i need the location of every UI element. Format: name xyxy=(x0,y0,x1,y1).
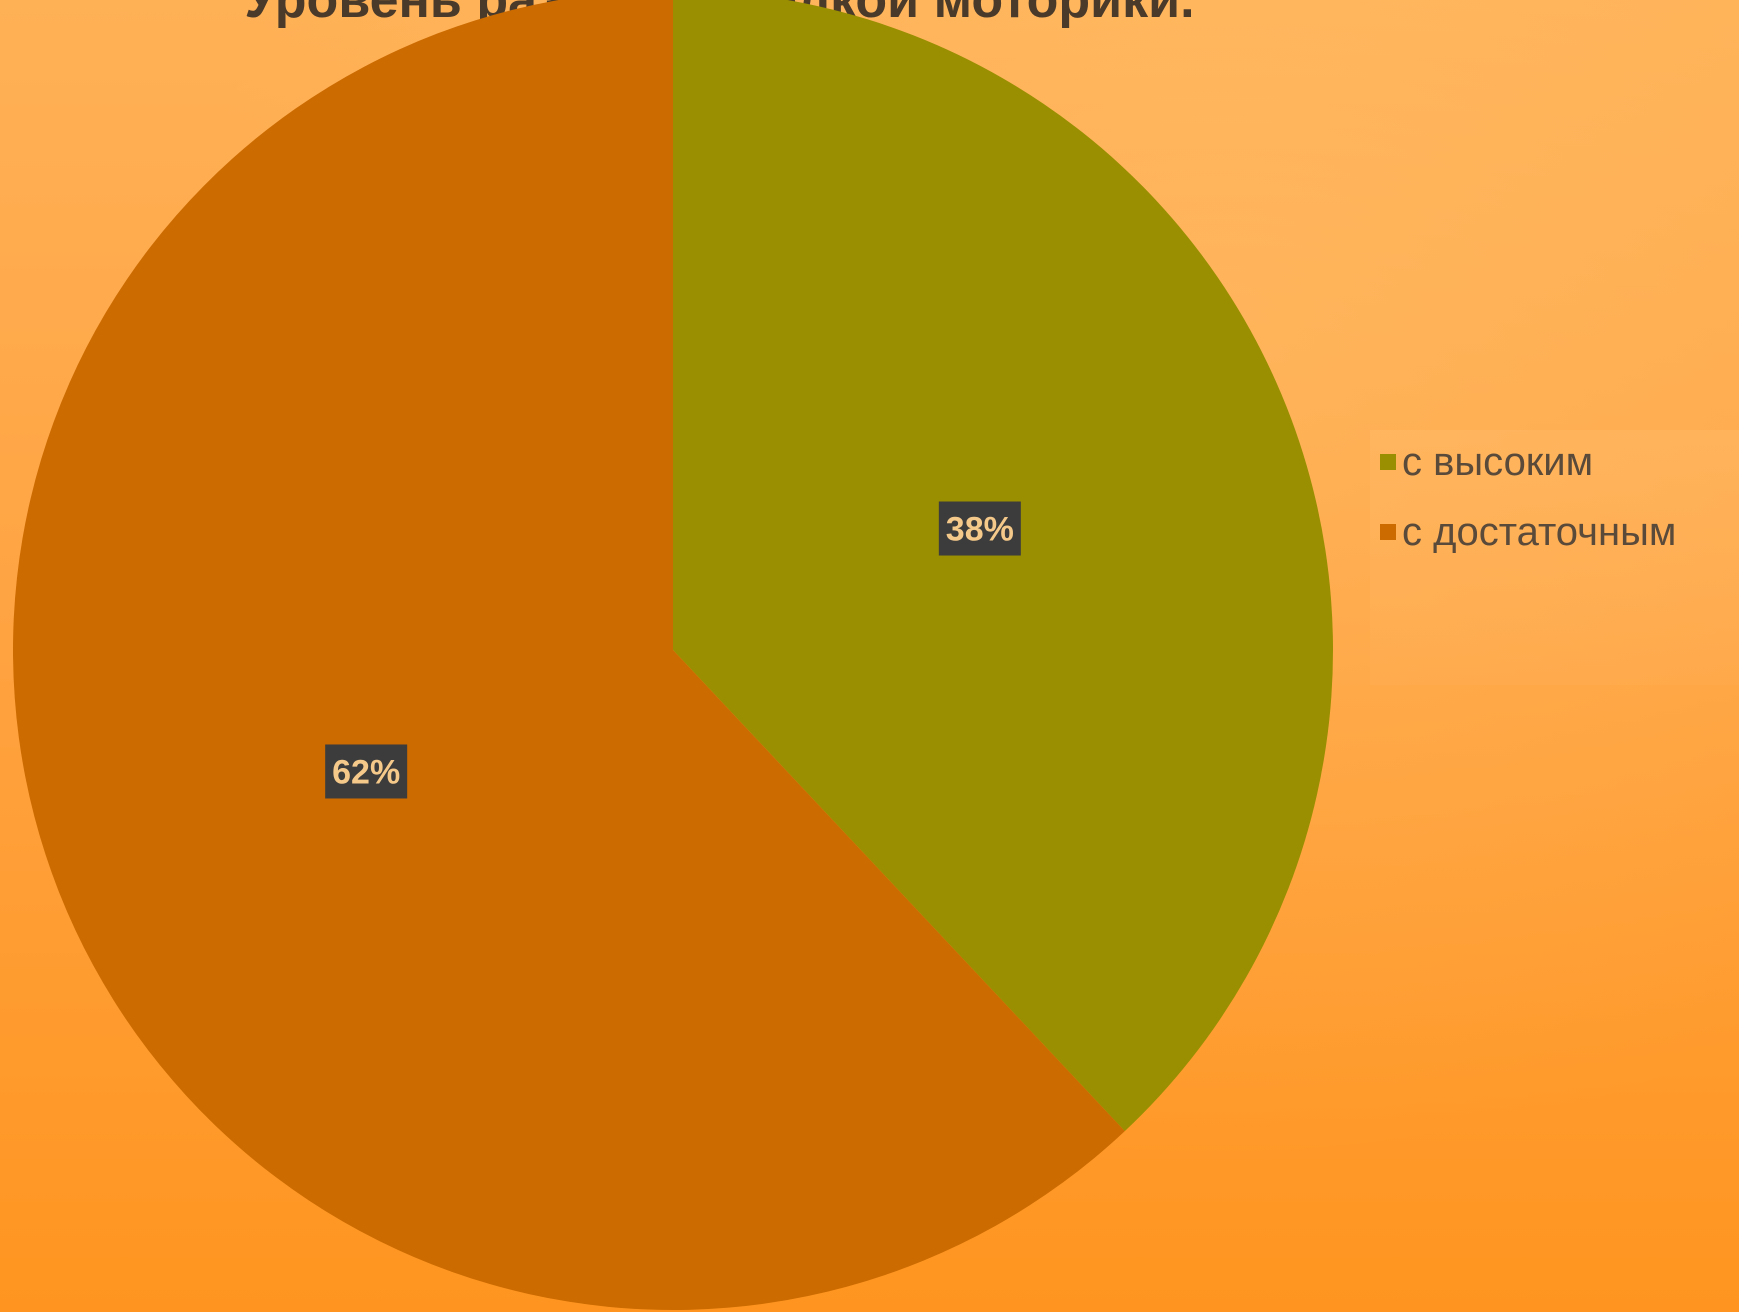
legend-item-high: с высоким xyxy=(1380,442,1593,482)
pie-slice-sufficient xyxy=(13,0,1125,1310)
data-label-box xyxy=(325,744,408,799)
legend-label-sufficient: с достаточным xyxy=(1402,510,1677,554)
legend-swatch-sufficient xyxy=(1380,524,1396,540)
data-label-text: 62% xyxy=(332,753,400,791)
pie-slices xyxy=(13,0,1333,1310)
legend-label-high: с высоким xyxy=(1402,440,1594,484)
chart-legend: с высоким с достаточным xyxy=(1370,430,1739,685)
data-label-high: 38% xyxy=(938,501,1021,556)
pie-slice-high xyxy=(673,0,1333,1132)
data-label-box xyxy=(938,501,1021,556)
data-label-sufficient: 62% xyxy=(325,744,408,799)
legend-swatch-high xyxy=(1380,454,1396,470)
legend-item-sufficient: с достаточным xyxy=(1380,512,1676,552)
pie-data-labels: 38% 62% xyxy=(325,501,1021,799)
data-label-text: 38% xyxy=(946,511,1014,549)
